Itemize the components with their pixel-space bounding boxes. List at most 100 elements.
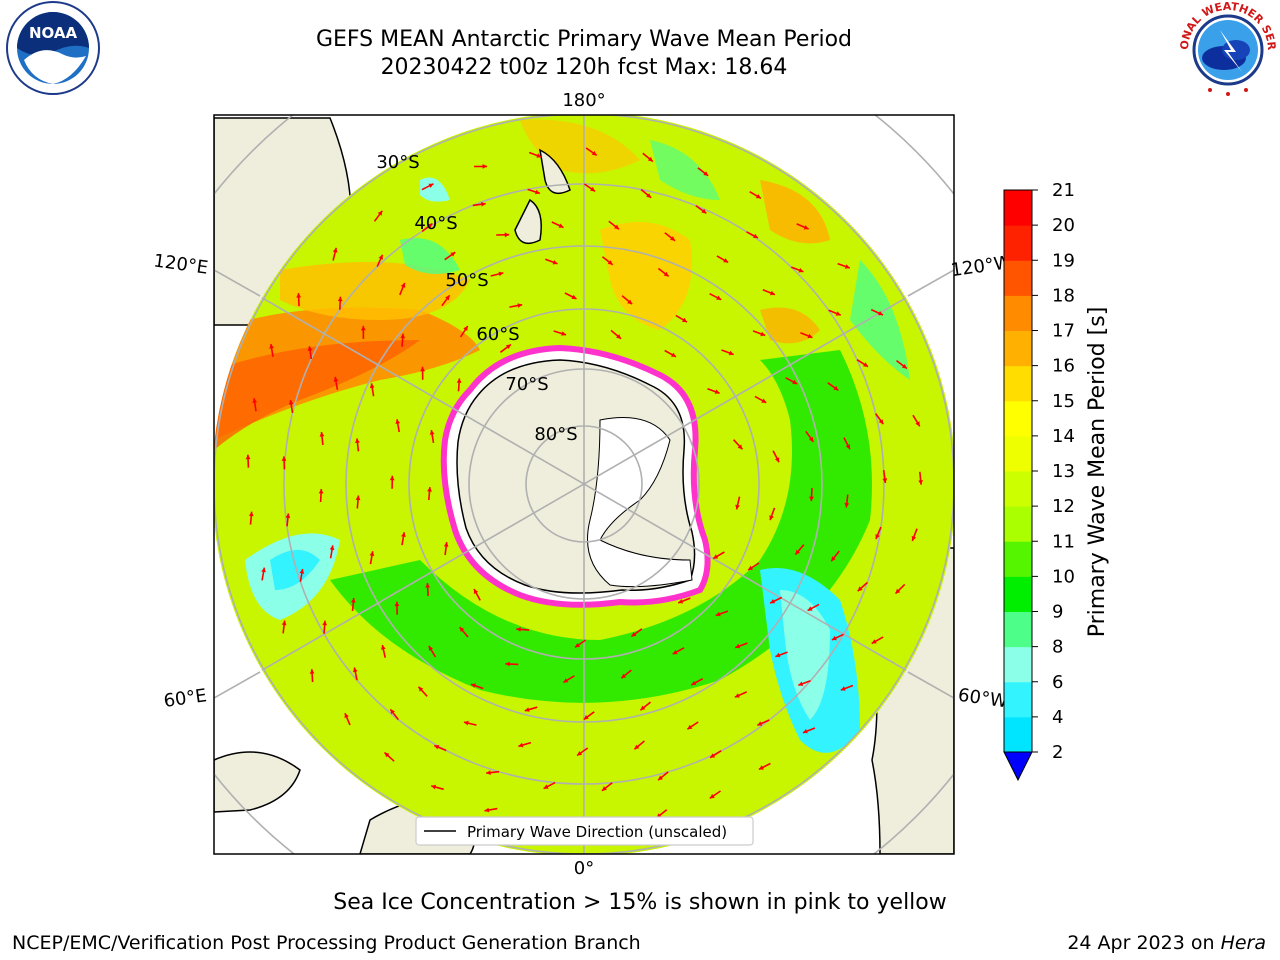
wave-arrow-head <box>351 598 356 603</box>
wave-arrow-head <box>355 438 360 443</box>
wave-arrow-head <box>703 171 709 176</box>
wave-arrow-head <box>428 645 434 651</box>
wave-arrow-head <box>583 715 589 720</box>
wave-arrow-head <box>795 549 800 555</box>
wave-arrow-head <box>535 189 540 195</box>
wave-arrow-head <box>427 487 432 492</box>
colorbar-tick-label: 17 <box>1052 321 1075 342</box>
wave-arrow-head <box>577 751 583 756</box>
wave-arrow-head <box>878 311 883 316</box>
wave-arrow-head <box>803 225 809 230</box>
wave-arrow-head <box>770 290 775 296</box>
wave-arrow-head <box>518 742 524 748</box>
wave-arrow-head <box>552 260 558 265</box>
colorbar-segment <box>1004 541 1032 577</box>
lat-label-80s: 80°S <box>534 424 577 445</box>
wave-arrow-head <box>918 480 923 485</box>
wave-arrow-head <box>571 294 577 299</box>
wave-arrow-head <box>871 639 877 644</box>
wave-arrow-head <box>431 784 436 790</box>
lon-label-upper-left: 120°E <box>152 250 209 278</box>
wave-arrow-head <box>332 247 338 253</box>
wave-arrow-head <box>369 551 375 556</box>
wave-arrow-head <box>716 295 722 300</box>
wave-arrow-head <box>798 268 804 273</box>
wave-arrow-head <box>710 753 716 758</box>
wave-arrow-head <box>378 254 383 260</box>
wave-arrow-head <box>285 513 291 518</box>
noaa-logo: NOAA <box>6 1 100 95</box>
wave-arrow-head <box>524 707 530 712</box>
lat-label-60s: 60°S <box>476 324 519 345</box>
wave-arrow-head <box>400 333 406 339</box>
wave-arrow-head <box>857 586 863 592</box>
wave-arrow-head <box>735 643 741 649</box>
wave-arrow-head <box>245 454 251 460</box>
colorbar-tick-label: 18 <box>1052 285 1075 306</box>
wave-arrow-head <box>807 333 813 339</box>
wave-arrow-head <box>463 720 469 726</box>
wave-arrow-head <box>281 456 287 461</box>
wave-arrow-head <box>701 208 707 214</box>
wave-arrow-head <box>911 535 917 541</box>
wave-arrow-head <box>753 233 758 238</box>
wave-arrow-head <box>737 444 743 450</box>
wave-arrow-head <box>400 282 406 288</box>
wave-arrow-head <box>450 252 456 257</box>
colorbar-tick-label: 4 <box>1052 707 1063 728</box>
lon-label-bottom: 0° <box>574 858 594 879</box>
wave-arrow-head <box>322 620 328 626</box>
colorbar-tick-label: 19 <box>1052 250 1075 271</box>
colorbar-segment <box>1004 506 1032 542</box>
colorbar-segment <box>1004 330 1032 367</box>
wave-arrow-head <box>333 376 339 382</box>
wave-arrow-head <box>355 495 361 501</box>
wave-arrow-head <box>895 588 901 594</box>
colorbar-extend-low <box>1003 751 1033 782</box>
wave-arrow-head <box>616 334 621 339</box>
wave-arrow-head <box>631 632 637 637</box>
lon-label-top: 180° <box>562 90 605 111</box>
wave-arrow-head <box>418 686 424 692</box>
legend-label: Primary Wave Direction (unscaled) <box>467 823 727 841</box>
wave-arrow-head <box>714 389 720 394</box>
wave-arrow-head <box>575 643 580 648</box>
colorbar-tick-label: 6 <box>1052 672 1063 693</box>
colorbar-segment <box>1004 646 1032 683</box>
wave-arrow-head <box>482 164 487 169</box>
map-title: GEFS MEAN Antarctic Primary Wave Mean Pe… <box>315 27 853 52</box>
wave-arrow-head <box>269 344 274 349</box>
sea-ice-note: Sea Ice Concentration > 15% is shown in … <box>333 890 947 915</box>
wave-arrow-head <box>640 705 646 711</box>
colorbar-tick-label: 12 <box>1052 496 1075 517</box>
wave-arrow-head <box>344 713 349 719</box>
wave-arrow-head <box>807 606 813 611</box>
wave-arrow-head <box>484 807 490 813</box>
wave-arrow-head <box>248 511 254 517</box>
wave-arrow-head <box>687 724 693 730</box>
colorbar-tick-label: 8 <box>1052 637 1063 658</box>
wave-arrow-head <box>728 350 734 356</box>
wave-arrow-head <box>627 299 633 305</box>
colorbar-tick-label: 11 <box>1052 531 1075 552</box>
wave-arrow-head <box>792 379 798 384</box>
colorbar-tick-label: 9 <box>1052 602 1063 623</box>
wave-arrow-head <box>486 770 491 775</box>
wave-arrow-head <box>760 331 766 337</box>
wave-arrow-head <box>590 186 596 192</box>
wave-arrow-head <box>463 326 468 331</box>
lon-label-lower-left: 60°E <box>162 685 208 712</box>
wave-arrow-head <box>504 232 510 238</box>
wave-direction-arrows <box>245 147 923 828</box>
wave-period-field <box>214 119 910 753</box>
wave-arrow-head <box>394 601 400 607</box>
date-text: 24 Apr 2023 on Hera <box>1067 932 1266 954</box>
map-frame <box>213 114 955 855</box>
colorbar-tick-label: 16 <box>1052 356 1075 377</box>
wave-arrow-head <box>420 366 425 372</box>
map-subtitle: 20230422 t00z 120h fcst Max: 18.64 <box>380 55 788 80</box>
wave-arrow-head <box>735 504 740 510</box>
wave-arrow-head <box>723 258 729 263</box>
wave-arrow-head <box>517 303 523 308</box>
wave-arrow-head <box>296 293 301 298</box>
